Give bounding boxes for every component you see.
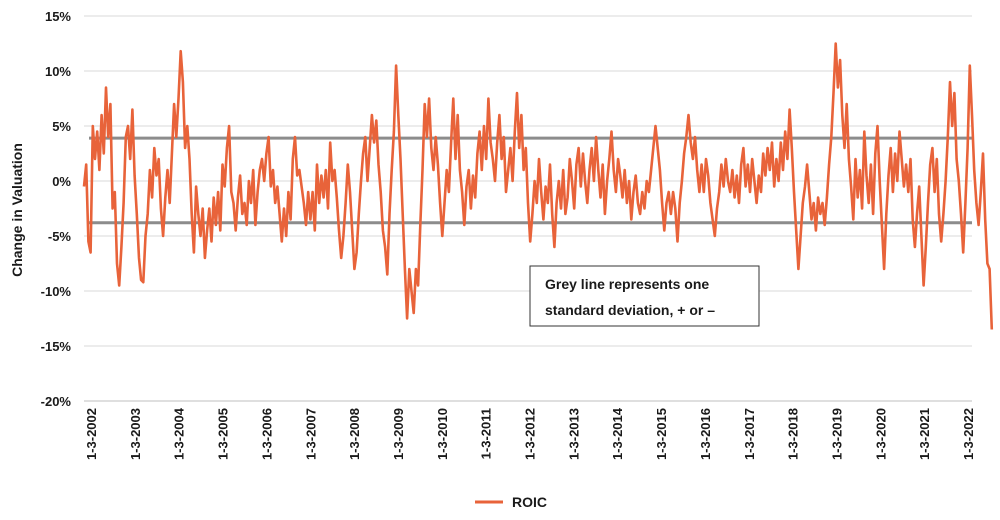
x-tick-label: 1-3-2015 bbox=[654, 408, 669, 460]
x-tick-label: 1-3-2018 bbox=[786, 408, 801, 460]
y-tick-label: -15% bbox=[41, 339, 72, 354]
x-tick-label: 1-3-2006 bbox=[259, 408, 274, 460]
x-tick-label: 1-3-2017 bbox=[742, 408, 757, 460]
annotation-line-2: standard deviation, + or – bbox=[545, 302, 715, 318]
x-tick-label: 1-3-2003 bbox=[128, 408, 143, 460]
x-tick-label: 1-3-2009 bbox=[391, 408, 406, 460]
x-tick-label: 1-3-2013 bbox=[566, 408, 581, 460]
x-tick-label: 1-3-2022 bbox=[961, 408, 976, 460]
y-tick-label: -5% bbox=[48, 229, 72, 244]
annotation-line-1: Grey line represents one bbox=[545, 276, 709, 292]
x-tick-label: 1-3-2007 bbox=[303, 408, 318, 460]
legend-label-roic: ROIC bbox=[512, 494, 547, 510]
y-axis-ticks: 15% 10% 5% 0% -5% -10% -15% -20% bbox=[41, 9, 72, 409]
y-tick-label: 10% bbox=[45, 64, 71, 79]
x-tick-label: 1-3-2004 bbox=[172, 407, 187, 460]
x-tick-label: 1-3-2011 bbox=[479, 408, 494, 459]
annotation-box: Grey line represents one standard deviat… bbox=[529, 265, 760, 327]
y-tick-label: 15% bbox=[45, 9, 71, 24]
x-tick-label: 1-3-2005 bbox=[216, 408, 231, 460]
x-tick-label: 1-3-2002 bbox=[84, 408, 99, 460]
x-tick-label: 1-3-2020 bbox=[873, 408, 888, 460]
y-tick-label: 5% bbox=[52, 119, 71, 134]
x-tick-label: 1-3-2021 bbox=[917, 408, 932, 460]
series-line-roic bbox=[82, 42, 994, 330]
y-tick-label: 0% bbox=[52, 174, 71, 189]
y-tick-label: -20% bbox=[41, 394, 72, 409]
x-axis-ticks: 1-3-2002 1-3-2003 1-3-2004 1-3-2005 1-3-2006… bbox=[84, 407, 976, 460]
x-tick-label: 1-3-2019 bbox=[830, 408, 845, 460]
x-tick-label: 1-3-2014 bbox=[610, 407, 625, 460]
x-tick-label: 1-3-2010 bbox=[435, 408, 450, 460]
x-tick-label: 1-3-2012 bbox=[523, 408, 538, 460]
legend: ROIC bbox=[475, 494, 547, 510]
y-axis-label: Change in Valuation bbox=[9, 143, 25, 277]
x-tick-label: 1-3-2016 bbox=[698, 408, 713, 460]
x-tick-label: 1-3-2008 bbox=[347, 408, 362, 460]
y-tick-label: -10% bbox=[41, 284, 72, 299]
